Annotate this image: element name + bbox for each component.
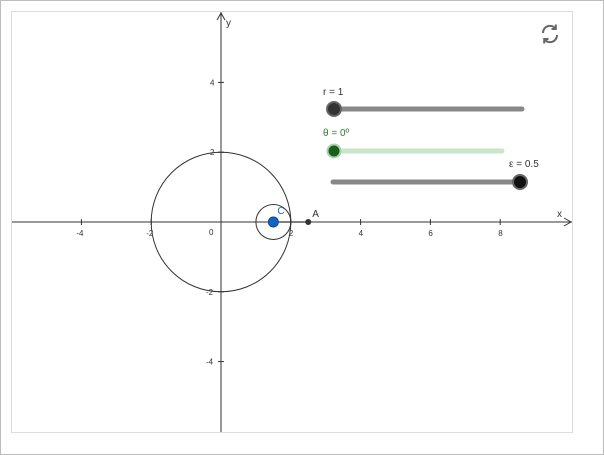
slider-theta-caption: θ = 0º bbox=[323, 128, 350, 139]
slider-theta-knob[interactable] bbox=[326, 143, 342, 159]
point-c[interactable] bbox=[267, 216, 279, 228]
reset-icon[interactable] bbox=[537, 21, 563, 47]
x-tick-label: 8 bbox=[498, 229, 503, 238]
x-tick-label: -4 bbox=[76, 229, 84, 238]
x-tick-label: 2 bbox=[289, 229, 294, 238]
y-axis-name: y bbox=[226, 18, 231, 29]
x-axis-name: x bbox=[557, 209, 562, 220]
slider-epsilon[interactable]: ε = 0.5 bbox=[330, 159, 539, 190]
x-tick-label: -2 bbox=[146, 229, 154, 238]
y-axis-arrow bbox=[216, 12, 226, 21]
x-axis-arrow bbox=[563, 217, 572, 227]
point-a[interactable] bbox=[305, 219, 312, 225]
slider-r[interactable]: r = 1 bbox=[323, 87, 525, 117]
y-tick-label: 4 bbox=[210, 78, 215, 87]
slider-epsilon-knob[interactable] bbox=[512, 174, 528, 190]
x-tick-label: 4 bbox=[359, 229, 364, 238]
x-tick-label: 6 bbox=[428, 229, 433, 238]
reset-button[interactable] bbox=[537, 21, 563, 47]
y-tick-label: -2 bbox=[206, 288, 214, 297]
slider-r-caption: r = 1 bbox=[323, 87, 344, 98]
slider-theta[interactable]: θ = 0º bbox=[323, 128, 505, 159]
y-tick-label: -4 bbox=[206, 358, 214, 367]
slider-epsilon-caption: ε = 0.5 bbox=[509, 159, 539, 170]
point-a-label: A bbox=[312, 209, 319, 220]
point-c-label: C bbox=[277, 206, 284, 217]
slider-r-knob[interactable] bbox=[326, 101, 342, 117]
origin-label: 0 bbox=[209, 228, 214, 237]
graphics-view[interactable]: x y -4 -2 2 4 6 8 4 2 -2 -4 0 C A r = 1 bbox=[11, 11, 573, 433]
graphics-canvas[interactable]: x y -4 -2 2 4 6 8 42-2-4 0 C A r = 1 bbox=[12, 12, 572, 432]
